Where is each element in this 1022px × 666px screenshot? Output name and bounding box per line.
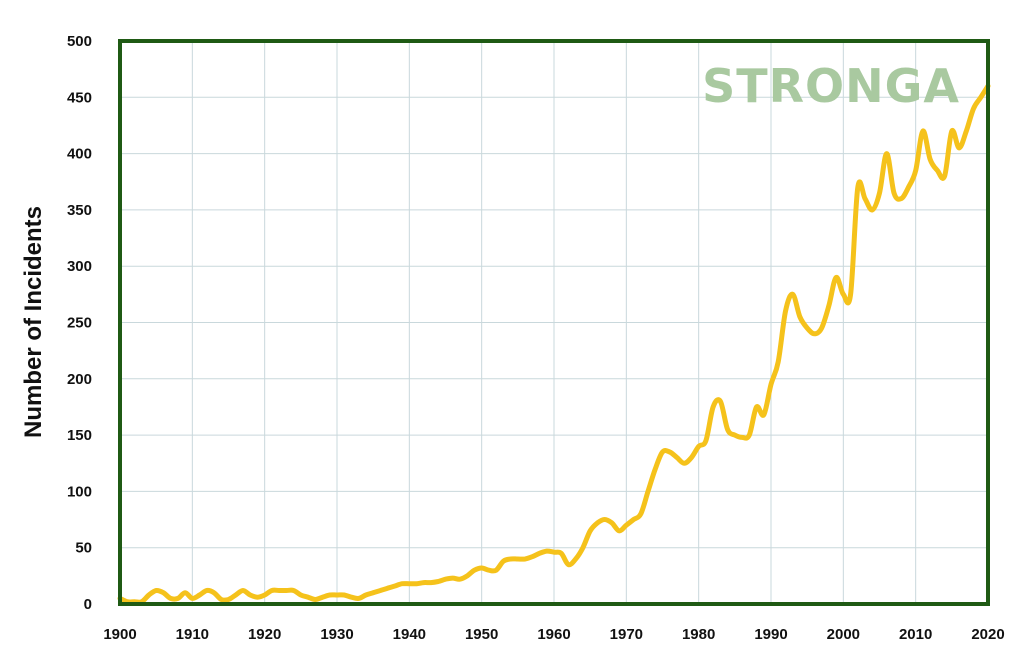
x-tick-label: 1930 xyxy=(320,626,353,643)
x-tick-label: 1910 xyxy=(176,626,209,643)
y-tick-label: 400 xyxy=(67,146,92,163)
y-axis-ticks: 0 50 100 150 200 250 300 350 400 450 500 xyxy=(67,33,92,613)
grid-lines xyxy=(120,41,988,604)
y-tick-label: 50 xyxy=(75,540,92,557)
x-tick-label: 1920 xyxy=(248,626,281,643)
x-tick-label: 1900 xyxy=(103,626,136,643)
x-tick-label: 2000 xyxy=(827,626,860,643)
y-tick-label: 350 xyxy=(67,202,92,219)
y-tick-label: 450 xyxy=(67,89,92,106)
y-tick-label: 500 xyxy=(67,33,92,50)
incidents-series-line xyxy=(117,83,991,605)
y-tick-label: 300 xyxy=(67,258,92,275)
x-tick-label: 1950 xyxy=(465,626,498,643)
x-tick-label: 2010 xyxy=(899,626,932,643)
x-tick-label: 1960 xyxy=(537,626,570,643)
x-tick-label: 1970 xyxy=(610,626,643,643)
y-axis-title: Number of Incidents xyxy=(20,206,47,438)
y-tick-label: 150 xyxy=(67,427,92,444)
y-tick-label: 0 xyxy=(84,596,92,613)
plot-frame xyxy=(118,39,990,606)
x-tick-label: 2020 xyxy=(971,626,1004,643)
watermark-logo: STRONGA xyxy=(702,59,960,113)
x-tick-label: 1990 xyxy=(754,626,787,643)
y-tick-label: 100 xyxy=(67,483,92,500)
y-tick-label: 200 xyxy=(67,371,92,388)
x-tick-label: 1940 xyxy=(393,626,426,643)
y-tick-label: 250 xyxy=(67,315,92,332)
x-tick-label: 1980 xyxy=(682,626,715,643)
x-axis-ticks: 1900 1910 1920 1930 1940 1950 1960 1970 1980 1990… xyxy=(103,626,1004,643)
